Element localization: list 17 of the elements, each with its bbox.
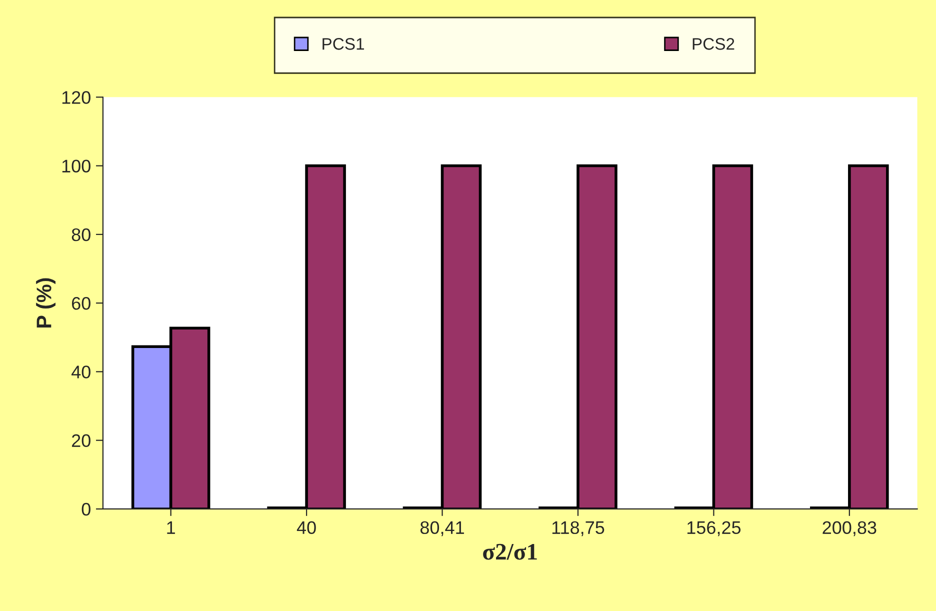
x-tick-label: 40 xyxy=(296,521,316,534)
y-tick-label: 80 xyxy=(72,228,90,242)
x-tick-label: 200,83 xyxy=(822,521,876,536)
y-tick-label: 0 xyxy=(82,502,90,516)
x-tick-label: 118,75 xyxy=(552,521,604,536)
x-axis-title: σ2/σ1 xyxy=(483,544,537,560)
legend-label: PCS2 xyxy=(692,38,734,50)
legend-label: PCS1 xyxy=(322,38,364,50)
y-tick-label: 120 xyxy=(62,91,90,104)
y-tick-label: 40 xyxy=(71,366,90,378)
y-tick-label: 20 xyxy=(72,434,90,448)
x-tick-label: 80,41 xyxy=(420,521,464,536)
y-tick-label: 100 xyxy=(62,160,90,173)
y-tick-label: 60 xyxy=(72,296,90,310)
x-tick-label: 1 xyxy=(167,521,175,534)
y-axis-title: P (%) xyxy=(36,278,56,328)
x-tick-label: 156,25 xyxy=(687,521,741,536)
